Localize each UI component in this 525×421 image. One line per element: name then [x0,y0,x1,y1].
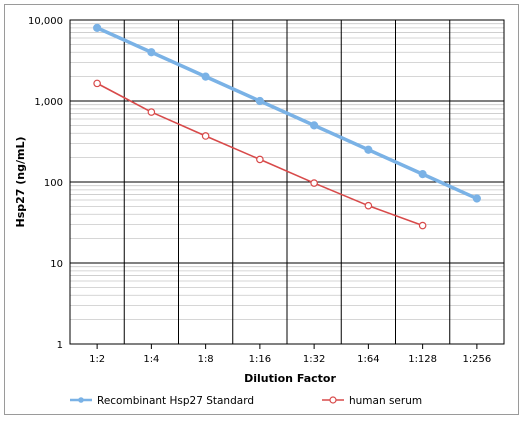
x-tick-label: 1:2 [89,354,105,365]
legend: Recombinant Hsp27 Standard human serum [70,395,422,407]
data-point-series-1 [364,145,373,154]
legend-marker-series-2 [329,396,337,404]
data-point-series-1 [418,170,427,179]
x-tick-label: 1:64 [357,354,379,365]
data-point-series-1 [472,194,481,203]
series [93,23,481,230]
data-point-series-2 [201,132,210,140]
data-point-series-1 [147,48,156,57]
x-tick-label: 1:32 [303,354,325,365]
data-point-series-2 [147,108,156,116]
data-point-series-2 [93,79,101,88]
axes: 1 10 100 1,000 10,000 1:2 1:4 1:8 1:16 1:32 1:64 1:… [28,16,505,365]
legend-label-series-2: human serum [349,395,422,407]
grid [70,19,504,345]
legend-marker-series-1 [78,397,84,403]
data-point-series-2 [256,155,264,164]
y-tick-label: 1,000 [34,97,63,108]
x-tick-label: 1:128 [408,354,437,365]
y-axis-title: Hsp27 (ng/mL) [14,136,27,227]
x-axis-title: Dilution Factor [244,372,336,385]
x-tick-label: 1:256 [462,354,491,365]
y-tick-label: 100 [44,178,63,189]
legend-label-series-1: Recombinant Hsp27 Standard [97,395,254,407]
data-point-series-1 [93,23,102,32]
data-point-series-1 [255,96,264,106]
data-point-series-2 [364,201,373,210]
data-point-series-2 [310,179,318,187]
x-tick-label: 1:16 [249,354,271,365]
y-tick-label: 10 [50,259,63,270]
data-point-series-1 [201,72,210,81]
data-point-series-1 [310,121,319,130]
y-tick-label: 1 [57,340,63,351]
series-line-1 [96,26,478,201]
x-tick-label: 1:4 [143,354,159,365]
plot-area-border [69,19,505,345]
x-tick-label: 1:8 [198,354,214,365]
data-point-series-2 [418,221,427,230]
chart-frame [4,4,519,415]
y-tick-label: 10,000 [28,16,63,27]
